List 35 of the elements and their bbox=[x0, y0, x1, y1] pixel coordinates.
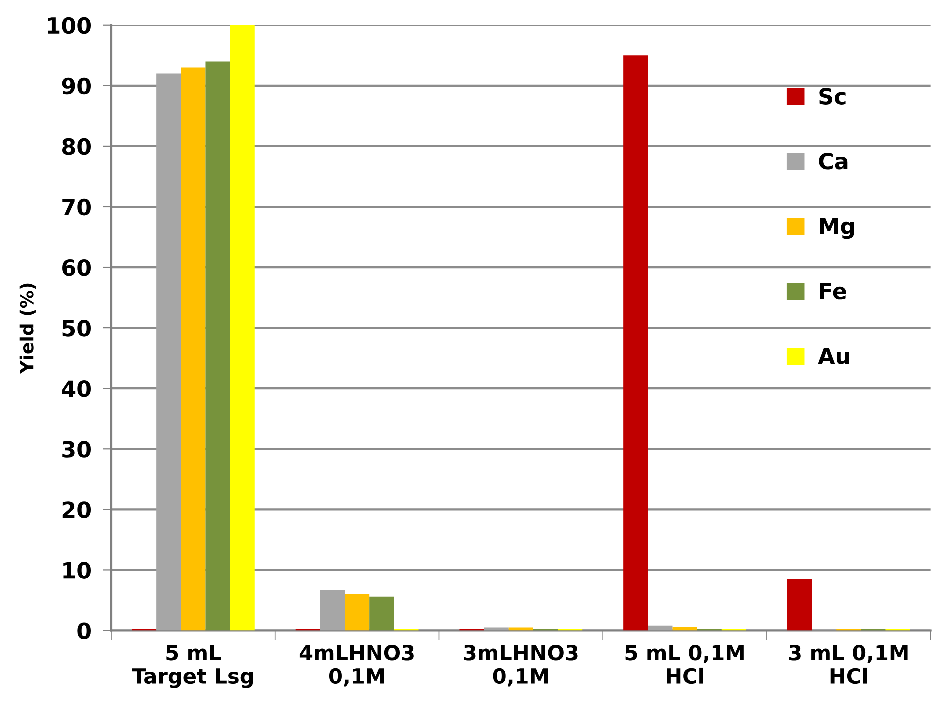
bar bbox=[156, 74, 182, 631]
legend-label: Sc bbox=[820, 88, 846, 105]
bar bbox=[624, 56, 648, 631]
bar bbox=[484, 628, 509, 631]
bar bbox=[230, 25, 255, 631]
x-tick-label: 5 mL 0,1M HCl bbox=[626, 645, 744, 684]
bar bbox=[206, 62, 230, 631]
bar bbox=[508, 628, 534, 631]
x-tick-label: 3 mL 0,1M HCl bbox=[789, 645, 908, 684]
y-tick-label: 40 bbox=[62, 380, 92, 398]
bar bbox=[370, 596, 394, 631]
x-tick-label: 5 mL Target Lsg bbox=[132, 645, 254, 688]
y-tick-label: 80 bbox=[62, 138, 92, 156]
legend-label: Ca bbox=[819, 152, 848, 170]
bar bbox=[787, 579, 812, 631]
y-tick-label: 10 bbox=[64, 562, 92, 579]
y-tick-label: 60 bbox=[62, 259, 92, 276]
x-tick-label: 4mLHNO3 0,1M bbox=[300, 645, 414, 687]
y-axis-title: Yield (%) bbox=[20, 284, 36, 374]
bar bbox=[181, 68, 206, 631]
bar bbox=[672, 627, 698, 631]
legend-label: Fe bbox=[820, 283, 846, 300]
bar bbox=[648, 626, 673, 631]
y-tick-label: 70 bbox=[62, 198, 92, 216]
y-tick-label: 20 bbox=[62, 502, 92, 518]
y-tick-label: 30 bbox=[62, 441, 92, 458]
legend-label: Mg bbox=[820, 218, 854, 240]
y-tick-label: 100 bbox=[48, 17, 92, 34]
y-tick-label: 90 bbox=[62, 78, 92, 95]
bar bbox=[345, 594, 370, 631]
y-tick-label: 50 bbox=[62, 320, 92, 337]
y-tick-label: 0 bbox=[78, 622, 92, 640]
x-tick-label: 3mLHNO3 0,1M bbox=[464, 645, 578, 687]
legend-label: Au bbox=[818, 348, 850, 364]
bar bbox=[320, 590, 346, 631]
